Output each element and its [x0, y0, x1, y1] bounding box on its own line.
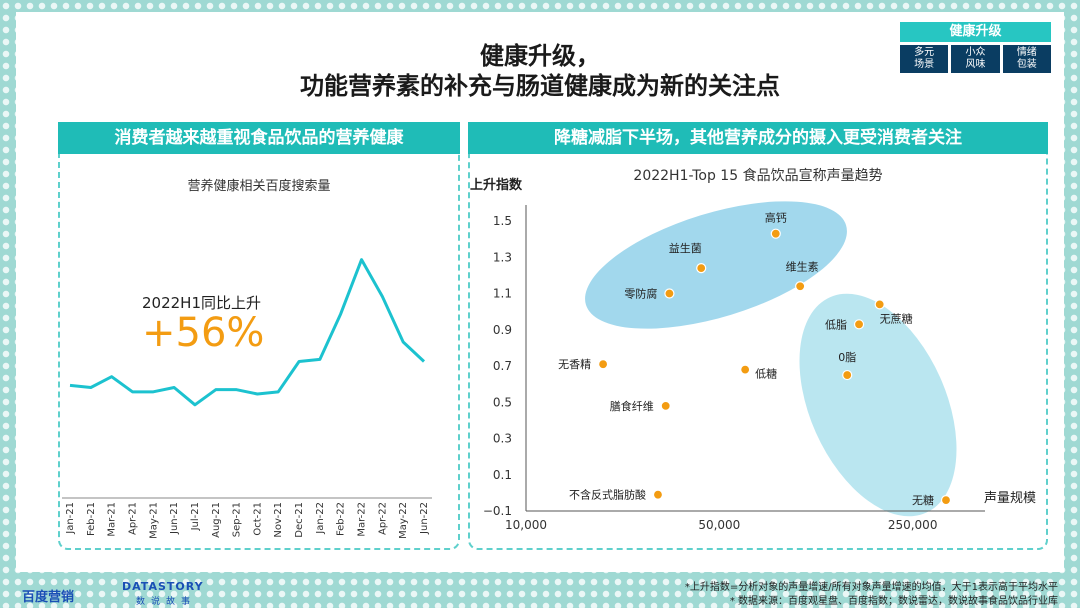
point-label: 零防腐 [624, 287, 657, 301]
high-volume-ellipse [799, 293, 957, 517]
x-tick-label: 10,000 [505, 518, 547, 532]
x-tick-label: Feb-22 [336, 502, 347, 536]
kpi-value: +56% [142, 310, 265, 356]
scatter-point [874, 299, 885, 310]
x-tick-label: Nov-21 [273, 502, 284, 538]
x-tick-label: Jan-21 [65, 502, 76, 535]
search-trend-line [69, 258, 426, 407]
scatter-point [696, 263, 707, 274]
scatter-point [664, 288, 675, 299]
point-label: 维生素 [786, 259, 819, 273]
tag-cell: 情绪 包装 [1002, 45, 1051, 73]
scatter-point [660, 400, 671, 411]
x-tick-label: Dec-21 [294, 502, 305, 538]
x-tick-label: 250,000 [888, 518, 938, 532]
point-label: 低脂 [825, 317, 847, 331]
x-tick-label: May-22 [398, 502, 409, 539]
tag-head: 健康升级 [900, 22, 1051, 42]
y-tick-label: 0.9 [493, 323, 512, 337]
x-tick-label: Jul-21 [190, 502, 201, 531]
tag-cell: 多元 场景 [900, 45, 949, 73]
y-tick-label: 0.3 [493, 432, 512, 446]
point-label: 不含反式脂肪酸 [569, 488, 646, 502]
scatter-point [853, 319, 865, 330]
y-tick-label: −0.1 [483, 504, 512, 518]
left-banner: 消费者越来越重视食品饮品的营养健康 [58, 122, 460, 154]
y-tick-label: 1.5 [493, 214, 512, 228]
x-tick-label: Jun-21 [169, 502, 180, 535]
x-tick-label: Jan-22 [315, 502, 326, 535]
y-tick-label: 1.3 [493, 250, 512, 264]
x-tick-label: May-21 [148, 502, 159, 539]
x-tick-label: Sep-21 [232, 502, 243, 537]
datastory-logo-sub: 数说故事 [136, 597, 197, 607]
page-title-line2: 功能营养素的补充与肠道健康成为新的关注点 [300, 72, 780, 100]
baidu-logo: 百度营销 [22, 590, 75, 605]
point-label: 益生菌 [669, 241, 702, 255]
right-banner: 降糖减脂下半场，其他营养成分的摄入更受消费者关注 [468, 122, 1048, 154]
y-tick-label: 0.5 [493, 395, 512, 409]
x-tick-label: Oct-21 [252, 502, 263, 536]
scatter-point [770, 228, 781, 239]
x-tick-label: 50,000 [698, 518, 740, 532]
scatter-point [597, 359, 609, 370]
scatter-point [795, 281, 806, 292]
scatter-point [940, 495, 952, 506]
x-tick-label: Apr-22 [377, 502, 388, 535]
point-label: 高钙 [765, 211, 787, 225]
scatter-point [842, 369, 853, 381]
point-label: 0脂 [838, 350, 856, 364]
scatter-chart-title: 2022H1-Top 15 食品饮品宣称声量趋势 [633, 168, 883, 184]
x-tick-label: Apr-21 [127, 502, 138, 535]
y-tick-label: 1.1 [493, 287, 512, 301]
footnote-source: * 数据来源：百度观星盘、百度指数；数说雷达，数说故事食品饮品行业库 [729, 596, 1058, 607]
x-tick-label: Jun-22 [419, 502, 430, 535]
point-label: 无香精 [558, 358, 591, 371]
x-tick-label: Mar-21 [107, 502, 118, 537]
page-title-line1: 健康升级， [480, 42, 600, 70]
y-tick-label: 0.1 [493, 468, 512, 482]
x-tick-label: Feb-21 [86, 502, 97, 536]
point-label: 低糖 [755, 367, 777, 381]
x-axis-label: 声量规模 [984, 491, 1036, 506]
x-tick-label: Aug-21 [211, 502, 222, 538]
scatter-point [740, 364, 751, 375]
tag-cell: 小众 风味 [951, 45, 1000, 73]
point-label: 无蔗糖 [880, 311, 913, 325]
y-axis-label: 上升指数 [470, 177, 523, 193]
footnote-index: *上升指数=分析对象的声量增速/所有对象声量增速的均值，大于1表示高于平均水平 [684, 582, 1058, 593]
tag-row: 多元 场景 小众 风味 情绪 包装 [900, 45, 1051, 73]
point-label: 无糖 [912, 493, 934, 507]
kpi-label: 2022H1同比上升 [142, 294, 261, 312]
datastory-logo: DATASTORY [122, 580, 204, 593]
line-chart-title: 营养健康相关百度搜索量 [187, 179, 331, 194]
point-label: 膳食纤维 [610, 399, 654, 413]
scatter-point [652, 489, 664, 500]
y-tick-label: 0.7 [493, 359, 512, 373]
x-tick-label: Mar-22 [357, 502, 368, 537]
high-growth-ellipse [585, 201, 847, 329]
category-tag: 健康升级 多元 场景 小众 风味 情绪 包装 [900, 22, 1051, 73]
